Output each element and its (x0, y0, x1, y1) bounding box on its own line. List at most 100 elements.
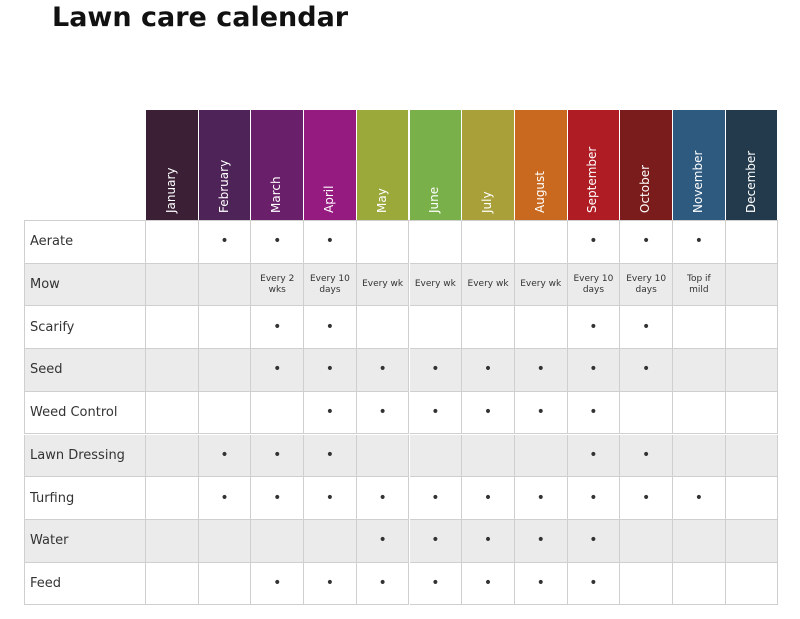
row-label: Seed (24, 349, 146, 392)
month-header: July (462, 110, 515, 221)
row-label: Mow (24, 263, 146, 307)
table-cell (673, 306, 726, 350)
table-cell: • (514, 391, 568, 435)
table-cell (409, 306, 463, 350)
table-cell (146, 391, 199, 435)
month-label: November (690, 150, 705, 213)
table-cell (146, 519, 199, 563)
month-header: February (198, 110, 252, 221)
row-label: Feed (24, 562, 146, 606)
table-cell: • (198, 221, 252, 264)
row-label: Lawn Dressing (24, 434, 146, 478)
table-cell (198, 263, 252, 307)
table-cell: • (304, 306, 357, 350)
table-cell (725, 519, 779, 563)
month-label: February (216, 159, 231, 213)
table-cell: • (304, 562, 357, 606)
table-cell: • (462, 562, 515, 606)
table-cell (673, 434, 726, 478)
table-cell (673, 519, 726, 563)
table-cell (725, 306, 779, 350)
table-top-border (24, 220, 779, 221)
table-cell: • (409, 477, 463, 520)
table-cell (146, 221, 199, 264)
row-label: Aerate (24, 221, 146, 264)
table-cell: • (304, 477, 357, 520)
month-header: June (409, 110, 463, 221)
table-cell: • (356, 562, 410, 606)
table-cell (673, 562, 726, 606)
table-cell (198, 349, 252, 392)
table-cell (514, 434, 568, 478)
table-cell: • (620, 434, 673, 478)
table-cell: Every wk (462, 263, 515, 307)
row-label: Turfing (24, 477, 146, 520)
table-cell: • (462, 519, 515, 563)
month-label: April (321, 185, 336, 213)
table-cell (198, 306, 252, 350)
table-cell: • (673, 477, 726, 520)
row-label: Scarify (24, 306, 146, 350)
table-cell: • (251, 477, 305, 520)
table-cell (462, 434, 515, 478)
month-label: September (585, 146, 600, 213)
table-cell: • (462, 391, 515, 435)
table-cell: • (356, 391, 410, 435)
table-cell (725, 221, 779, 264)
month-label: October (638, 164, 653, 213)
table-cell: • (304, 391, 357, 435)
table-cell: • (620, 349, 673, 392)
table-cell (251, 391, 305, 435)
month-label: June (427, 186, 442, 213)
table-cell (146, 477, 199, 520)
table-cell (146, 306, 199, 350)
month-header: May (356, 110, 410, 221)
table-cell (146, 349, 199, 392)
table-cell: • (567, 391, 621, 435)
table-cell (198, 519, 252, 563)
table-cell: • (567, 519, 621, 563)
table-cell (620, 562, 673, 606)
table-cell: • (198, 477, 252, 520)
month-header: March (251, 110, 305, 221)
table-cell (304, 519, 357, 563)
table-cell: • (462, 477, 515, 520)
table-cell: • (514, 562, 568, 606)
table-cell (356, 306, 410, 350)
table-cell (146, 562, 199, 606)
table-cell: • (673, 221, 726, 264)
table-cell (146, 434, 199, 478)
table-cell (356, 434, 410, 478)
table-cell: • (567, 477, 621, 520)
table-cell: • (304, 434, 357, 478)
table-cell: • (409, 519, 463, 563)
month-header: September (567, 110, 621, 221)
row-label: Weed Control (24, 391, 146, 435)
month-label: January (163, 167, 178, 214)
table-cell: • (567, 349, 621, 392)
month-label: May (374, 188, 389, 213)
month-header: April (304, 110, 357, 221)
table-cell: • (567, 221, 621, 264)
month-label: March (269, 176, 284, 213)
table-cell: Every wk (514, 263, 568, 307)
month-label: July (480, 191, 495, 213)
table-cell: • (409, 391, 463, 435)
table-cell: • (356, 477, 410, 520)
table-cell: Top if mild (673, 263, 726, 307)
page-title: Lawn care calendar (52, 2, 349, 33)
table-cell (673, 349, 726, 392)
table-cell: • (356, 519, 410, 563)
table-cell: • (251, 306, 305, 350)
table-cell: • (304, 221, 357, 264)
table-cell: • (514, 519, 568, 563)
table-cell: • (304, 349, 357, 392)
table-cell: • (620, 306, 673, 350)
table-cell: • (567, 434, 621, 478)
table-cell (514, 221, 568, 264)
table-cell: Every 2 wks (251, 263, 305, 307)
table-cell: Every 10 days (620, 263, 673, 307)
table-cell (462, 306, 515, 350)
table-cell: • (251, 221, 305, 264)
